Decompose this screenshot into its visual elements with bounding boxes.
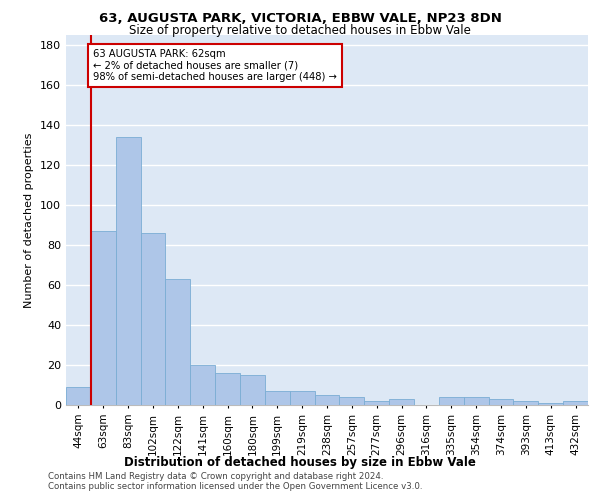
Bar: [166, 279, 190, 405]
Bar: [389, 399, 414, 405]
Bar: [215, 373, 240, 405]
Bar: [265, 391, 290, 405]
Bar: [240, 375, 265, 405]
Bar: [340, 397, 364, 405]
Text: Contains HM Land Registry data © Crown copyright and database right 2024.: Contains HM Land Registry data © Crown c…: [48, 472, 383, 481]
Bar: [66, 387, 91, 405]
Bar: [488, 399, 514, 405]
Bar: [116, 137, 140, 405]
Bar: [290, 391, 314, 405]
Text: 63 AUGUSTA PARK: 62sqm
← 2% of detached houses are smaller (7)
98% of semi-detac: 63 AUGUSTA PARK: 62sqm ← 2% of detached …: [93, 49, 337, 82]
Text: Size of property relative to detached houses in Ebbw Vale: Size of property relative to detached ho…: [129, 24, 471, 37]
Bar: [190, 365, 215, 405]
Bar: [563, 401, 588, 405]
Bar: [464, 397, 488, 405]
Bar: [91, 231, 116, 405]
Text: Distribution of detached houses by size in Ebbw Vale: Distribution of detached houses by size …: [124, 456, 476, 469]
Bar: [538, 403, 563, 405]
Bar: [364, 401, 389, 405]
Text: Contains public sector information licensed under the Open Government Licence v3: Contains public sector information licen…: [48, 482, 422, 491]
Bar: [514, 401, 538, 405]
Bar: [314, 395, 340, 405]
Bar: [439, 397, 464, 405]
Y-axis label: Number of detached properties: Number of detached properties: [25, 132, 34, 308]
Text: 63, AUGUSTA PARK, VICTORIA, EBBW VALE, NP23 8DN: 63, AUGUSTA PARK, VICTORIA, EBBW VALE, N…: [98, 12, 502, 26]
Bar: [140, 233, 166, 405]
